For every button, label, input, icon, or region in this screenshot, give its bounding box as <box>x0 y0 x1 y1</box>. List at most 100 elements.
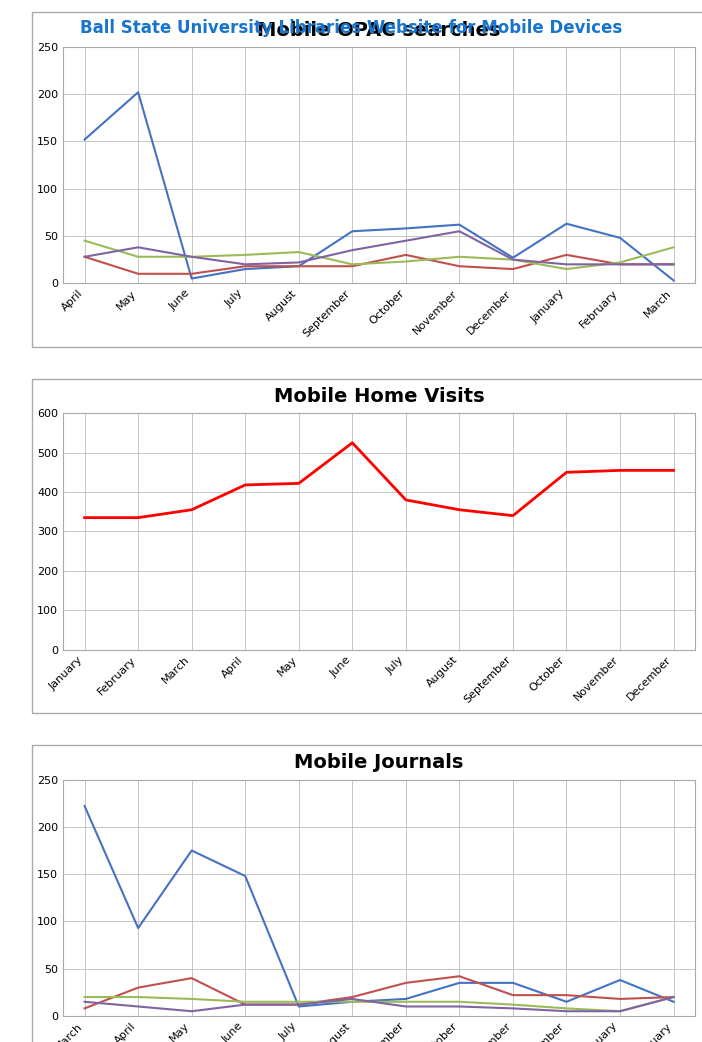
Visits 07-08 <box>455 995 463 1008</box>
Line: '06 - '07: '06 - '07 <box>85 255 673 274</box>
'05 - '06 <box>616 231 624 244</box>
Visits 06-07 <box>402 976 410 989</box>
Line: Visits 05-06: Visits 05-06 <box>85 807 673 1007</box>
Text: Ball State University Libraries Website for Mobile Devices: Ball State University Libraries Website … <box>80 19 622 36</box>
Visits 05-06 <box>241 870 249 883</box>
Visits 07-08 <box>616 1004 624 1017</box>
Visits 06-07 <box>562 989 571 1001</box>
Line: '05 - '06: '05 - '06 <box>85 93 673 280</box>
Visits 06-07 <box>348 991 357 1003</box>
Visits 08-09 <box>134 1000 143 1013</box>
Visits 08-09 <box>295 998 303 1011</box>
Visits 05-06 <box>509 976 517 989</box>
Visits 06-07 <box>616 993 624 1006</box>
Title: Mobile OPAC searches: Mobile OPAC searches <box>258 21 501 40</box>
'05 - '06 <box>402 222 410 234</box>
'07 - '08 <box>187 250 196 263</box>
Average <box>616 464 624 476</box>
Average <box>509 510 517 522</box>
Visits 08-09 <box>241 998 249 1011</box>
'06 - '07 <box>669 258 677 271</box>
Visits 06-07 <box>509 989 517 1001</box>
Visits 05-06 <box>402 993 410 1006</box>
'06 - '07 <box>348 259 357 272</box>
Visits 08-09 <box>348 993 357 1006</box>
'08 - '09 <box>616 258 624 271</box>
Visits 07-08 <box>348 995 357 1008</box>
Visits 08-09 <box>669 991 677 1003</box>
Visits 05-06 <box>134 922 143 935</box>
Average <box>241 478 249 491</box>
'08 - '09 <box>187 250 196 263</box>
'07 - '08 <box>509 253 517 266</box>
Visits 05-06 <box>616 974 624 987</box>
'05 - '06 <box>669 274 677 287</box>
'07 - '08 <box>669 241 677 253</box>
'06 - '07 <box>616 258 624 271</box>
Visits 08-09 <box>616 1004 624 1017</box>
'05 - '06 <box>562 218 571 230</box>
Visits 07-08 <box>562 1002 571 1015</box>
'06 - '07 <box>134 268 143 280</box>
'07 - '08 <box>616 256 624 269</box>
'07 - '08 <box>402 255 410 268</box>
Visits 08-09 <box>455 1000 463 1013</box>
'05 - '06 <box>241 263 249 275</box>
Title: Mobile Home Visits: Mobile Home Visits <box>274 388 484 406</box>
'08 - '09 <box>509 253 517 266</box>
Line: Visits 07-08: Visits 07-08 <box>85 997 673 1011</box>
'08 - '09 <box>241 258 249 271</box>
Visits 05-06 <box>348 995 357 1008</box>
'06 - '07 <box>187 268 196 280</box>
'06 - '07 <box>455 259 463 272</box>
Visits 08-09 <box>81 995 89 1008</box>
Visits 06-07 <box>295 998 303 1011</box>
'05 - '06 <box>134 86 143 99</box>
Visits 07-08 <box>669 991 677 1003</box>
Visits 06-07 <box>241 998 249 1011</box>
'05 - '06 <box>295 259 303 272</box>
Average <box>295 477 303 490</box>
Visits 07-08 <box>81 991 89 1003</box>
Average <box>455 503 463 516</box>
'07 - '08 <box>455 250 463 263</box>
Visits 08-09 <box>402 1000 410 1013</box>
Average <box>348 437 357 449</box>
'06 - '07 <box>402 249 410 262</box>
Average <box>134 512 143 524</box>
Visits 05-06 <box>81 800 89 813</box>
'08 - '09 <box>295 256 303 269</box>
Visits 07-08 <box>509 998 517 1011</box>
Visits 06-07 <box>81 1002 89 1015</box>
'08 - '09 <box>562 258 571 271</box>
Title: Mobile Journals: Mobile Journals <box>294 753 464 772</box>
'07 - '08 <box>562 263 571 275</box>
Line: Average: Average <box>85 443 673 518</box>
'06 - '07 <box>295 259 303 272</box>
'07 - '08 <box>241 249 249 262</box>
Visits 06-07 <box>187 972 196 985</box>
'08 - '09 <box>134 241 143 253</box>
Average <box>562 466 571 478</box>
Visits 07-08 <box>402 995 410 1008</box>
Visits 08-09 <box>187 1004 196 1017</box>
'05 - '06 <box>187 272 196 284</box>
'06 - '07 <box>241 259 249 272</box>
'06 - '07 <box>562 249 571 262</box>
'07 - '08 <box>295 246 303 258</box>
'06 - '07 <box>509 263 517 275</box>
Line: '08 - '09: '08 - '09 <box>85 231 673 265</box>
'06 - '07 <box>81 250 89 263</box>
'05 - '06 <box>455 219 463 231</box>
'07 - '08 <box>348 258 357 271</box>
'08 - '09 <box>669 258 677 271</box>
'08 - '09 <box>455 225 463 238</box>
'08 - '09 <box>348 244 357 256</box>
Visits 05-06 <box>562 995 571 1008</box>
Line: '07 - '08: '07 - '08 <box>85 241 673 269</box>
Visits 05-06 <box>455 976 463 989</box>
Visits 05-06 <box>669 995 677 1008</box>
Visits 06-07 <box>455 970 463 983</box>
Visits 08-09 <box>562 1004 571 1017</box>
Visits 07-08 <box>134 991 143 1003</box>
